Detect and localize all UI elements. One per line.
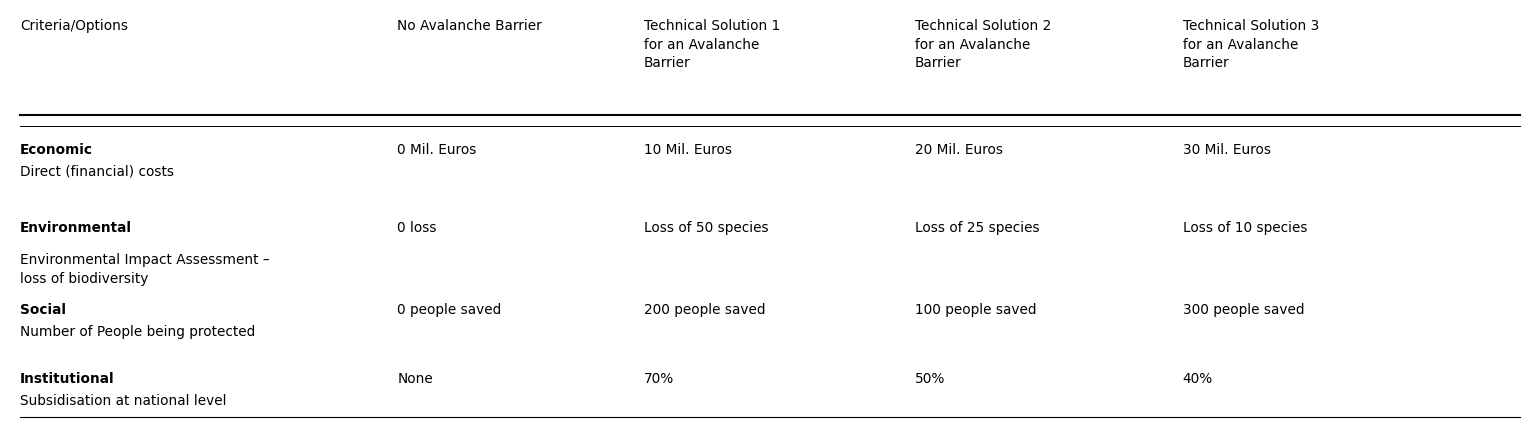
Text: Technical Solution 1
for an Avalanche
Barrier: Technical Solution 1 for an Avalanche Ba… — [644, 19, 779, 70]
Text: 20 Mil. Euros: 20 Mil. Euros — [915, 143, 1003, 157]
Text: Criteria/Options: Criteria/Options — [20, 19, 128, 33]
Text: Economic: Economic — [20, 143, 92, 157]
Text: 0 people saved: 0 people saved — [397, 303, 502, 317]
Text: Environmental: Environmental — [20, 221, 132, 235]
Text: 50%: 50% — [915, 372, 946, 386]
Text: 200 people saved: 200 people saved — [644, 303, 765, 317]
Text: 0 loss: 0 loss — [397, 221, 437, 235]
Text: 70%: 70% — [644, 372, 675, 386]
Text: 300 people saved: 300 people saved — [1183, 303, 1304, 317]
Text: Loss of 10 species: Loss of 10 species — [1183, 221, 1307, 235]
Text: No Avalanche Barrier: No Avalanche Barrier — [397, 19, 542, 33]
Text: Environmental Impact Assessment –
loss of biodiversity: Environmental Impact Assessment – loss o… — [20, 253, 269, 286]
Text: Number of People being protected: Number of People being protected — [20, 325, 256, 339]
Text: 30 Mil. Euros: 30 Mil. Euros — [1183, 143, 1270, 157]
Text: Subsidisation at national level: Subsidisation at national level — [20, 394, 226, 408]
Text: Loss of 25 species: Loss of 25 species — [915, 221, 1040, 235]
Text: Institutional: Institutional — [20, 372, 114, 386]
Text: Technical Solution 3
for an Avalanche
Barrier: Technical Solution 3 for an Avalanche Ba… — [1183, 19, 1318, 70]
Text: Direct (financial) costs: Direct (financial) costs — [20, 165, 174, 178]
Text: Technical Solution 2
for an Avalanche
Barrier: Technical Solution 2 for an Avalanche Ba… — [915, 19, 1050, 70]
Text: 0 Mil. Euros: 0 Mil. Euros — [397, 143, 477, 157]
Text: 100 people saved: 100 people saved — [915, 303, 1036, 317]
Text: Social: Social — [20, 303, 66, 317]
Text: 10 Mil. Euros: 10 Mil. Euros — [644, 143, 732, 157]
Text: 40%: 40% — [1183, 372, 1214, 386]
Text: None: None — [397, 372, 433, 386]
Text: Loss of 50 species: Loss of 50 species — [644, 221, 768, 235]
